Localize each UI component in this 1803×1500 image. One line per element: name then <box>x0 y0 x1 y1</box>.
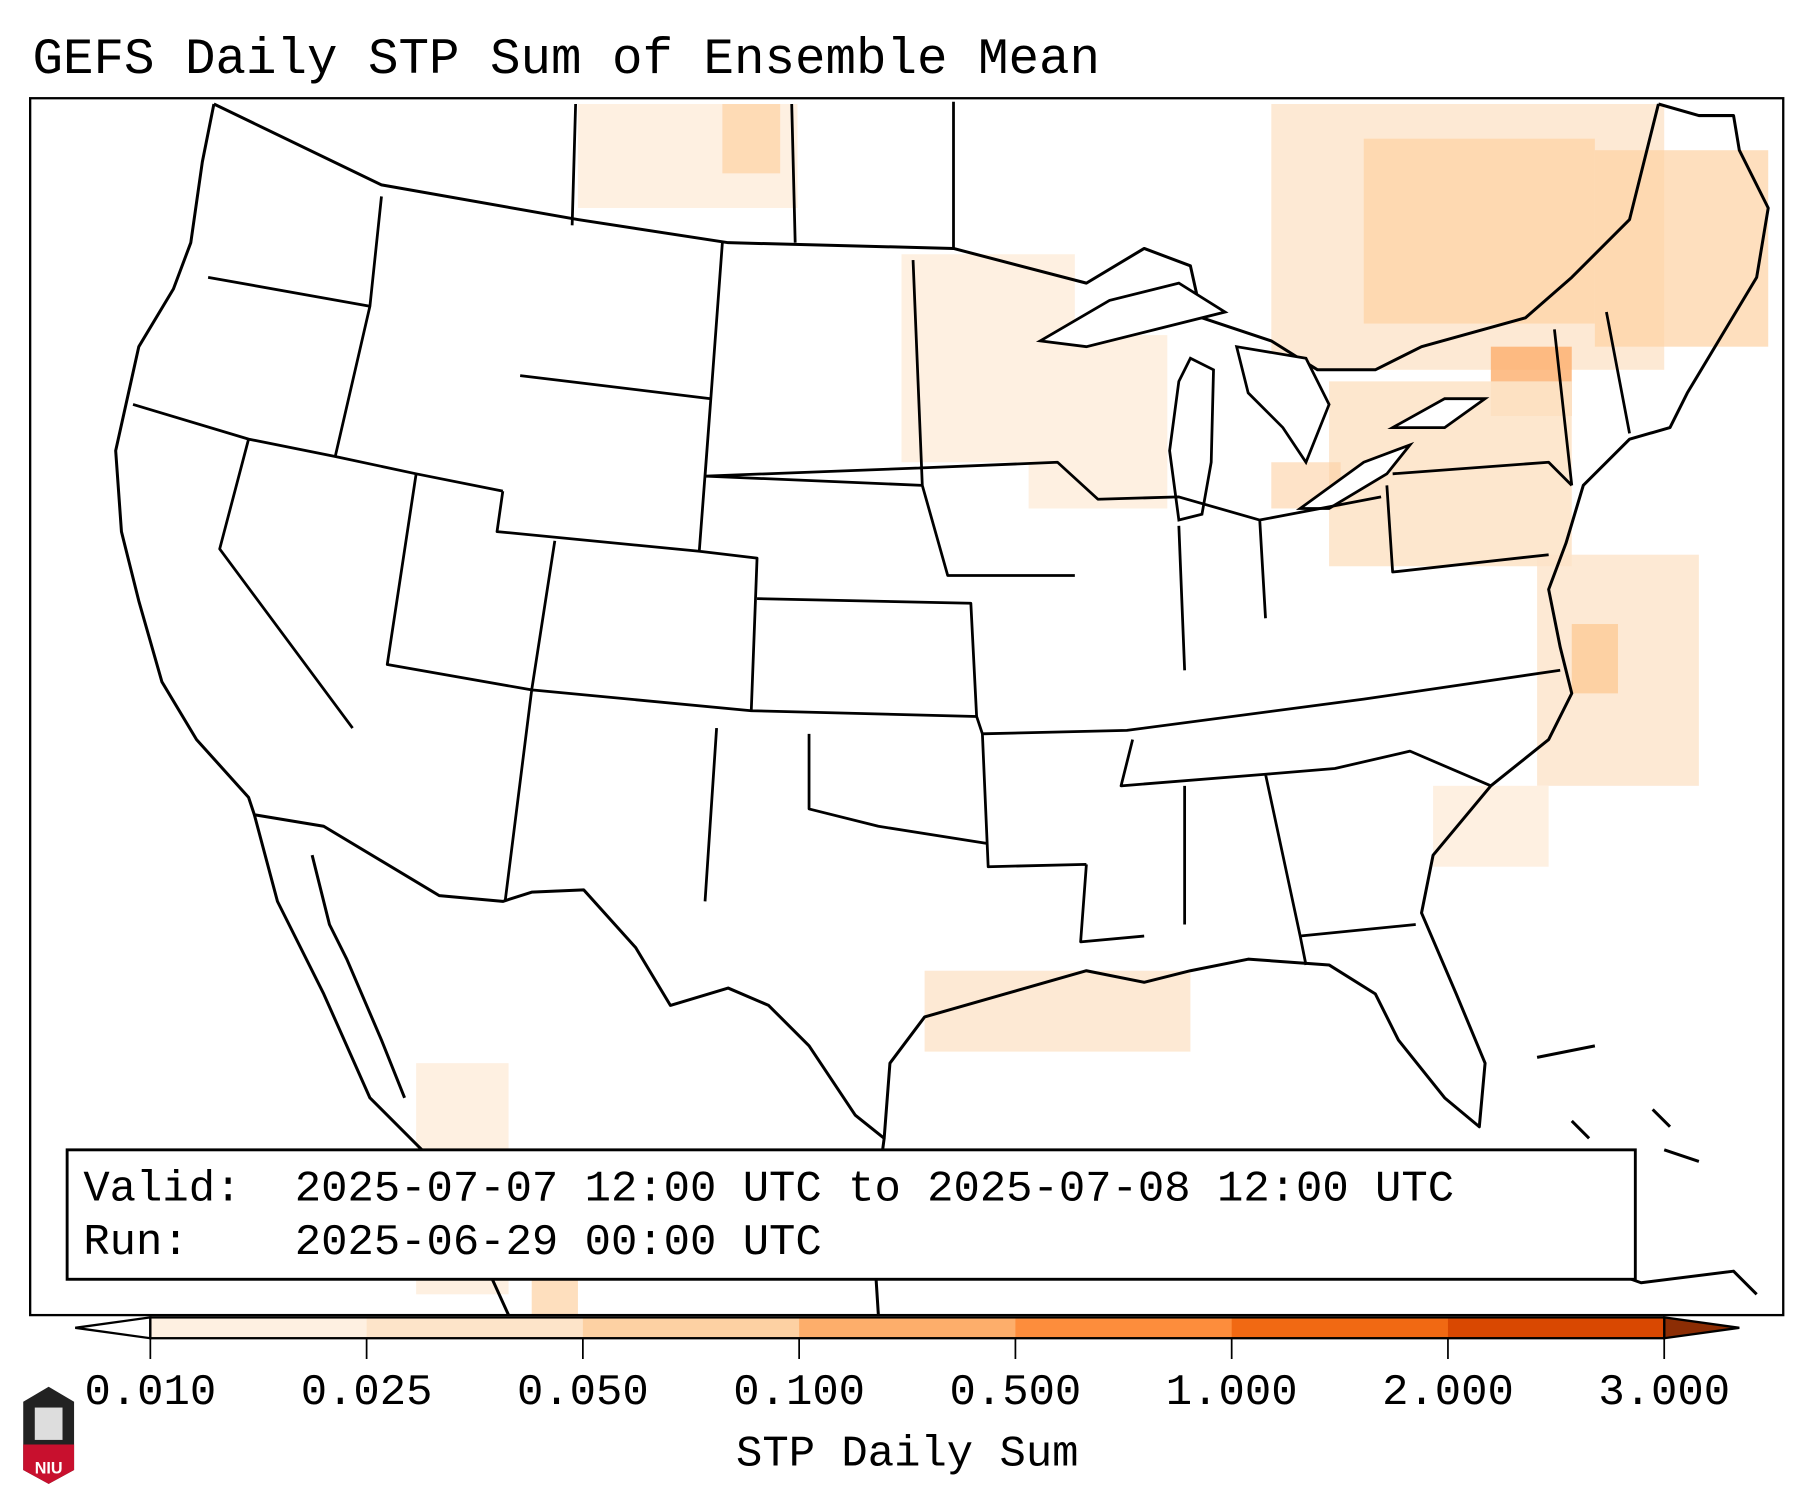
colorbar-tick-label: 3.000 <box>1598 1368 1730 1418</box>
state-borders <box>132 101 1631 966</box>
colorbar-under-triangle <box>75 1316 152 1340</box>
logo-text: NIU <box>35 1459 63 1477</box>
valid-label: Valid: <box>83 1165 241 1215</box>
colorbar-bin <box>150 1317 368 1339</box>
baja <box>310 854 406 1099</box>
colorbar-tick-label: 0.050 <box>517 1368 649 1418</box>
colorbar-tick-label: 1.000 <box>1166 1368 1298 1418</box>
colorbar-over-triangle <box>1663 1316 1740 1340</box>
colorbar-bin <box>1231 1317 1449 1339</box>
colorbar-label: STP Daily Sum <box>736 1429 1079 1479</box>
map <box>29 97 1785 1317</box>
colorbar-tick-label: 0.500 <box>950 1368 1082 1418</box>
colorbar-outline <box>149 1316 1666 1340</box>
valid-run-legend: Valid: 2025-07-07 12:00 UTC to 2025-07-0… <box>65 1148 1637 1281</box>
colorbar-bin <box>1447 1317 1665 1339</box>
run-value: 2025-06-29 00:00 UTC <box>295 1218 822 1268</box>
stp-shading <box>416 104 1769 1316</box>
colorbar-tick-label: 0.010 <box>84 1368 216 1418</box>
niu-logo: NIU <box>23 1386 75 1484</box>
colorbar-bin <box>582 1317 800 1339</box>
map-frame <box>29 97 1785 1317</box>
page-title: GEFS Daily STP Sum of Ensemble Mean <box>32 32 1100 89</box>
colorbar-bin <box>1015 1317 1233 1339</box>
lake-michigan <box>1168 356 1215 522</box>
valid-value: 2025-07-07 12:00 UTC to 2025-07-08 12:00… <box>295 1165 1454 1215</box>
lake-superior <box>1035 281 1229 349</box>
run-label: Run: <box>83 1218 188 1268</box>
colorbar-tick-label: 0.100 <box>733 1368 865 1418</box>
lake-huron <box>1234 344 1331 466</box>
colorbar: 0.010 0.025 0.050 0.100 0.500 1.000 2.000 3.000 <box>75 1316 1740 1418</box>
great-lakes <box>1035 281 1490 522</box>
colorbar-bin <box>366 1317 584 1339</box>
lake-ontario <box>1387 397 1490 429</box>
bahamas <box>1536 1044 1700 1163</box>
colorbar-tick-label: 2.000 <box>1382 1368 1514 1418</box>
colorbar-tick-label: 0.025 <box>301 1368 433 1418</box>
us-coastline <box>114 102 1770 1140</box>
colorbar-bin <box>799 1317 1016 1339</box>
